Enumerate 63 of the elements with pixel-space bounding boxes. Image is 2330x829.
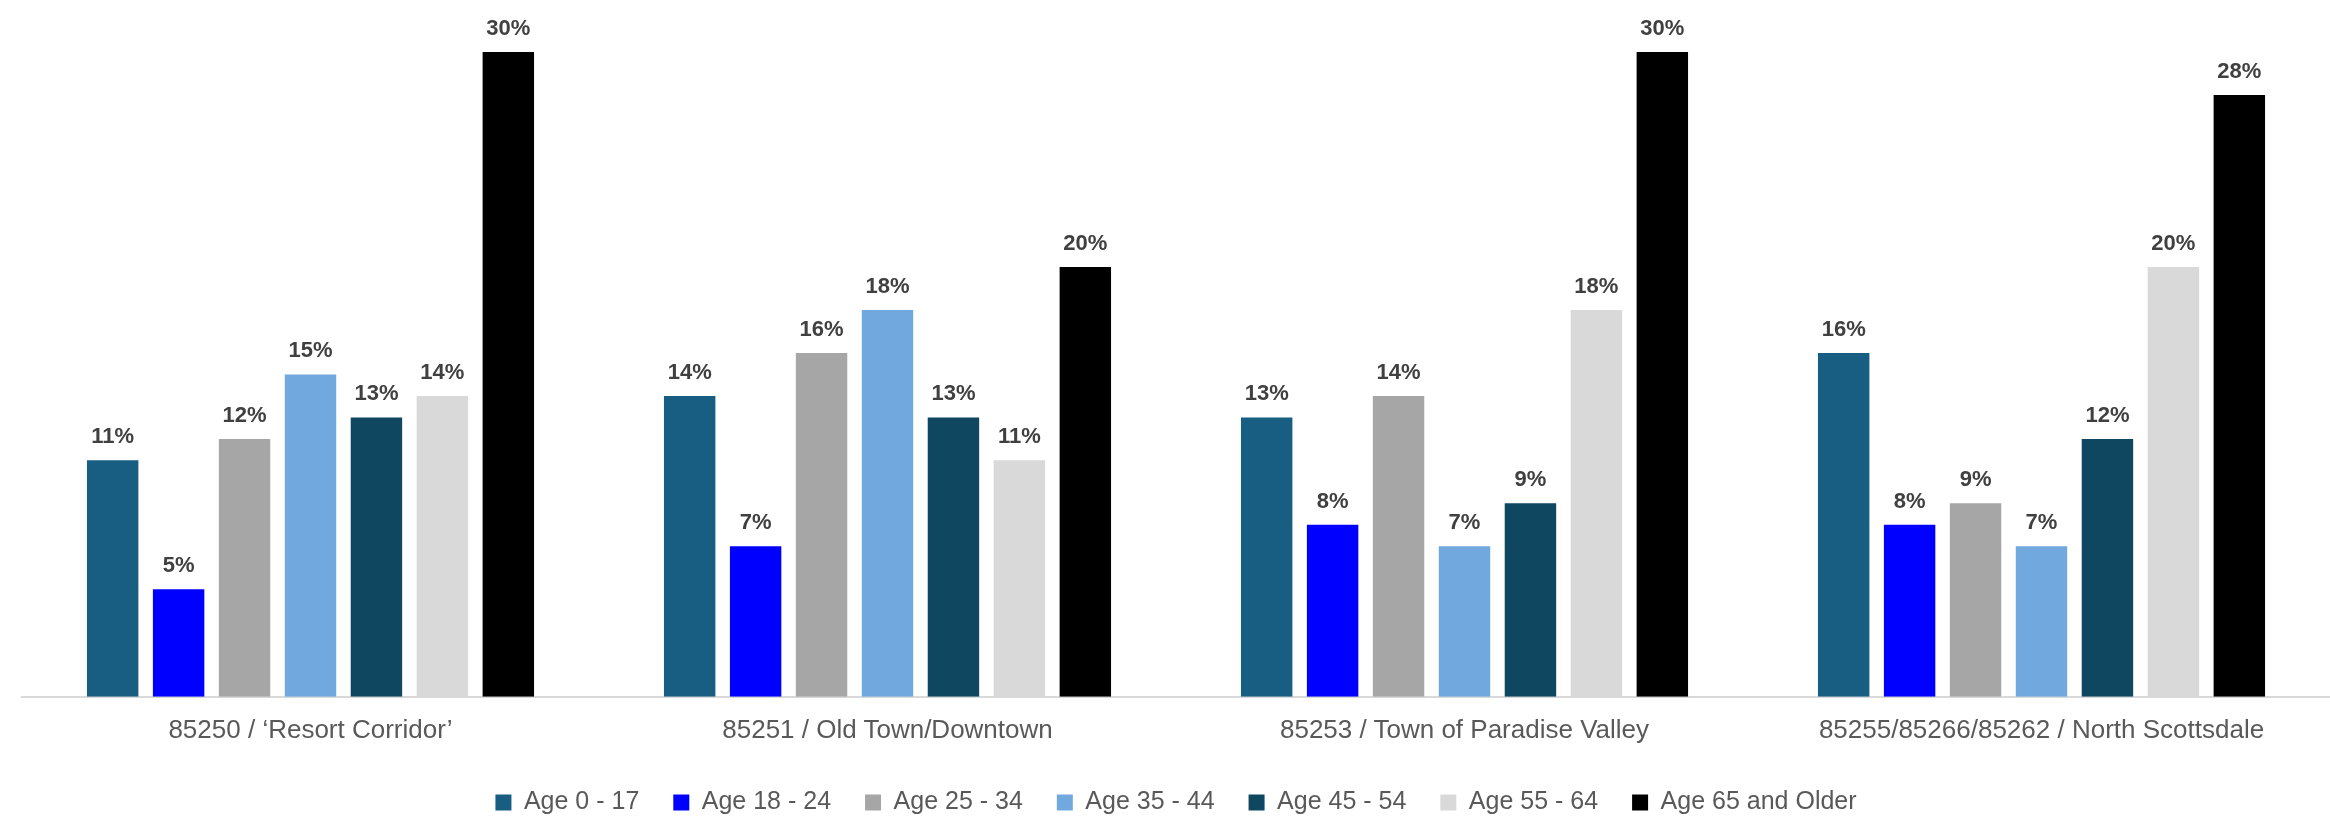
data-label: 16%: [1821, 315, 1866, 341]
bar: [729, 546, 782, 697]
data-label: 28%: [2217, 58, 2262, 84]
data-label: 12%: [2085, 401, 2130, 427]
bar: [350, 417, 403, 697]
data-label: 14%: [667, 358, 712, 384]
data-label: 30%: [1640, 15, 1685, 41]
x-tick-label: 85255/85266/85262 / North Scottsdale: [1818, 713, 2265, 744]
data-label: 13%: [1244, 380, 1289, 406]
legend-label: Age 25 - 34: [893, 786, 1023, 815]
data-label: 9%: [1514, 466, 1547, 492]
data-label: 9%: [1959, 466, 1992, 492]
bar: [284, 374, 337, 697]
bar: [1306, 524, 1359, 697]
bar: [1636, 52, 1689, 697]
data-label: 8%: [1316, 487, 1349, 513]
data-label: 8%: [1893, 487, 1926, 513]
data-label: 18%: [1574, 272, 1619, 298]
bar: [1240, 417, 1293, 697]
data-label: 12%: [222, 401, 267, 427]
data-label: 13%: [354, 380, 399, 406]
bar: [861, 309, 914, 697]
data-label: 16%: [799, 315, 844, 341]
bar: [1059, 266, 1112, 697]
legend-label: Age 35 - 44: [1085, 786, 1215, 815]
legend-label: Age 65 and Older: [1660, 786, 1857, 815]
bar: [86, 460, 139, 697]
bar: [2213, 94, 2266, 697]
bar: [218, 438, 271, 697]
bar: [152, 589, 205, 697]
legend-label: Age 55 - 64: [1468, 786, 1599, 815]
data-label: 11%: [91, 423, 135, 449]
x-tick-label: 85253 / Town of Paradise Valley: [1279, 713, 1650, 744]
legend-label: Age 45 - 54: [1277, 786, 1407, 815]
bar: [1883, 524, 1936, 697]
data-label: 13%: [931, 380, 976, 406]
data-label: 7%: [1448, 509, 1481, 535]
data-label: 11%: [997, 423, 1041, 449]
data-label: 7%: [2025, 509, 2058, 535]
bar: [2015, 546, 2068, 697]
legend-label: Age 0 - 17: [523, 786, 640, 815]
bar: [1504, 503, 1557, 697]
bar: [1949, 503, 2002, 697]
data-label: 14%: [1376, 358, 1421, 384]
bar: [1817, 352, 1870, 697]
data-label: 18%: [865, 272, 910, 298]
x-tick-label: 85250 / ‘Resort Corridor’: [168, 713, 453, 744]
bar: [663, 395, 716, 697]
bar: [1438, 546, 1491, 697]
data-label: 30%: [486, 15, 531, 41]
bar: [795, 352, 848, 697]
data-label: 15%: [288, 337, 333, 363]
bar: [482, 52, 535, 697]
bar: [1372, 395, 1425, 697]
data-label: 20%: [2151, 230, 2196, 255]
x-tick-label: 85251 / Old Town/Downtown: [722, 713, 1053, 744]
data-label: 20%: [1063, 230, 1108, 255]
bar: [927, 417, 980, 697]
legend-label: Age 18 - 24: [701, 786, 832, 815]
data-label: 7%: [739, 509, 772, 535]
data-label: 14%: [420, 358, 465, 384]
bar: [2081, 438, 2134, 697]
data-label: 5%: [162, 552, 195, 578]
